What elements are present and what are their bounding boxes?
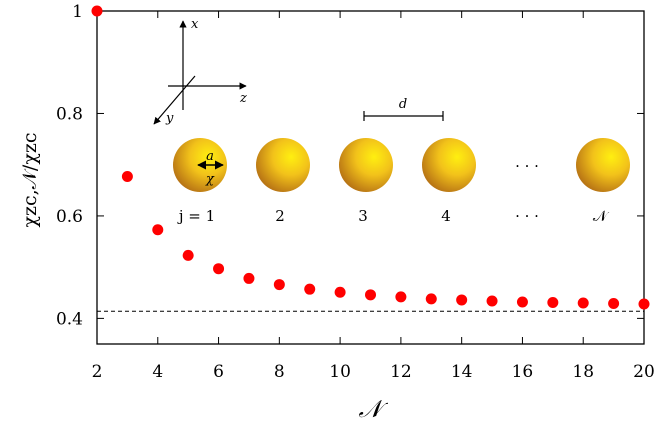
x-direction-label: x (191, 17, 199, 32)
y-tick-label: 0.4 (56, 309, 83, 329)
x-tick-label: 4 (152, 362, 163, 382)
sphere-2 (256, 138, 310, 192)
data-point (121, 170, 133, 182)
data-point (486, 295, 498, 307)
data-point (516, 296, 528, 308)
data-point (395, 291, 407, 303)
data-point (365, 289, 376, 301)
data-point (152, 224, 164, 236)
y-axis-title: χzc,𝒩/χzc (19, 133, 41, 228)
x-tick-label: 8 (274, 362, 285, 382)
sphere-index-label: 4 (441, 207, 451, 225)
data-points (91, 5, 650, 310)
data-point (608, 298, 620, 310)
y-axis-ticks: 0.4 0.6 0.8 1 (56, 2, 644, 329)
sphere-ellipsis: · · · (515, 157, 539, 175)
x-tick-label: 18 (572, 362, 594, 382)
coordinate-axes-inset: x z y (153, 17, 247, 126)
data-point (273, 279, 285, 291)
y-direction-label: y (165, 111, 174, 126)
sphere-chain: · · · a χ (173, 138, 630, 192)
chi-label: χ (205, 172, 215, 187)
x-tick-label: 12 (390, 362, 412, 382)
data-point (456, 294, 468, 306)
x-axis-ticks: 2 4 6 8 10 12 14 16 18 20 (92, 11, 655, 382)
sphere-3 (339, 138, 393, 192)
data-point (334, 286, 346, 298)
data-point (243, 272, 255, 284)
x-axis-title: 𝒩 (359, 395, 389, 423)
sphere-index-label: · · · (515, 207, 539, 225)
data-point (638, 298, 650, 310)
x-tick-label: 10 (329, 362, 351, 382)
sphere-index-label: 3 (358, 207, 368, 225)
data-point (91, 5, 103, 17)
x-tick-label: 2 (92, 362, 103, 382)
y-tick-label: 0.8 (56, 104, 83, 124)
x-tick-label: 6 (213, 362, 224, 382)
radius-label: a (206, 149, 214, 164)
y-tick-label: 0.6 (56, 207, 83, 227)
plot-frame (96, 10, 645, 345)
x-tick-label: 14 (451, 362, 473, 382)
x-tick-label: 20 (633, 362, 655, 382)
x-tick-label: 16 (512, 362, 534, 382)
data-point (547, 297, 559, 309)
sphere-index-label: 𝒩 (593, 207, 610, 225)
data-point (213, 263, 225, 275)
data-point (577, 297, 589, 309)
sphere-index-label: j = 1 (177, 207, 215, 225)
spacing-label: d (399, 97, 407, 112)
data-point (182, 249, 194, 261)
sphere-index-labels: j = 1 2 3 4 · · · 𝒩 (177, 207, 610, 225)
sphere-index-label: 2 (275, 207, 285, 225)
sphere-n (576, 138, 630, 192)
spacing-indicator: d (363, 97, 444, 121)
data-point (304, 283, 316, 295)
y-direction-arrow (153, 75, 196, 125)
sphere-4 (422, 138, 476, 192)
z-direction-label: z (239, 91, 247, 106)
data-point (425, 293, 437, 305)
y-tick-label: 1 (72, 2, 83, 22)
